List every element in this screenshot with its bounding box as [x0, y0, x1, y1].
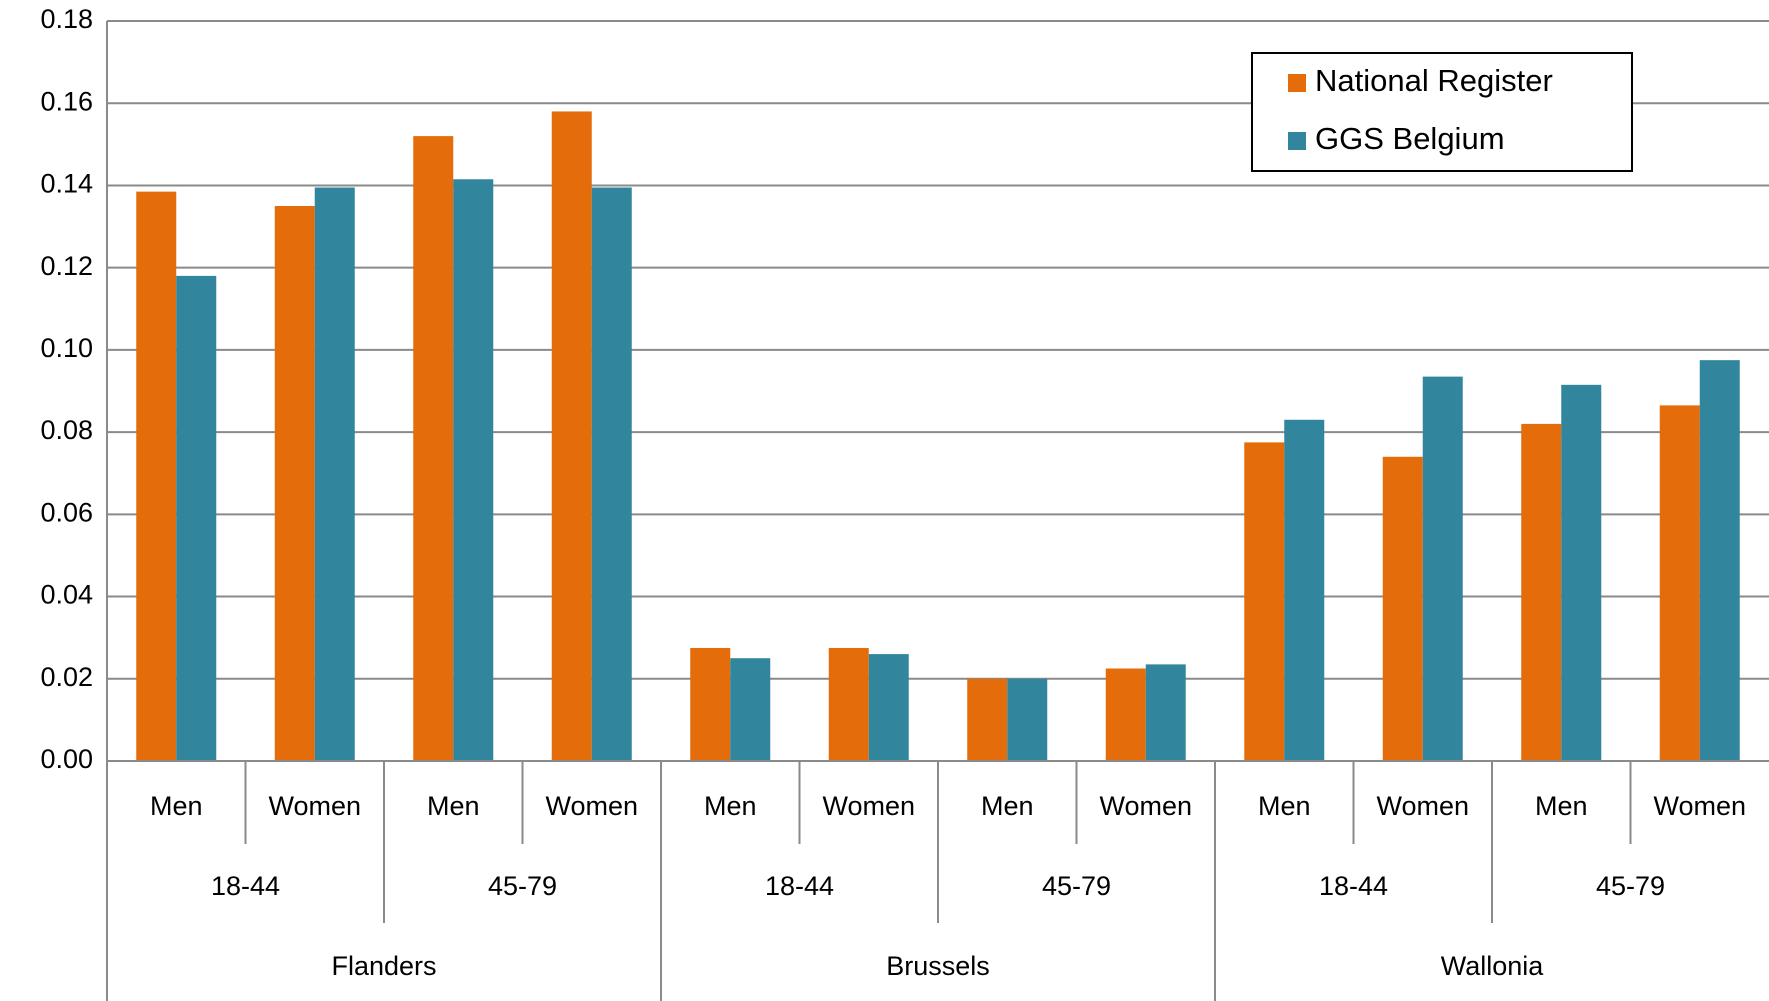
- y-tick-label: 0.14: [40, 169, 93, 199]
- x-tick-label: Women: [545, 791, 638, 821]
- bar: [1561, 384, 1602, 761]
- y-tick-label: 0.00: [40, 744, 93, 774]
- x-tick-label: Men: [1535, 791, 1588, 821]
- legend: National Register GGS Belgium: [1251, 52, 1633, 172]
- age-group-label: 45-79: [1596, 871, 1665, 901]
- bar: [868, 654, 909, 761]
- age-group-label: 45-79: [488, 871, 557, 901]
- y-tick-label: 0.18: [40, 4, 93, 34]
- x-tick-label: Men: [981, 791, 1034, 821]
- y-tick-label: 0.02: [40, 662, 93, 692]
- y-tick-label: 0.08: [40, 415, 93, 445]
- legend-label: National Register: [1315, 63, 1553, 98]
- age-group-label: 18-44: [211, 871, 280, 901]
- bar: [1007, 678, 1048, 761]
- legend-box: [1251, 52, 1633, 172]
- x-tick-label: Women: [1099, 791, 1192, 821]
- x-tick-label: Women: [1376, 791, 1469, 821]
- x-tick-label: Women: [1653, 791, 1746, 821]
- bar: [551, 111, 592, 761]
- y-tick-label: 0.06: [40, 497, 93, 527]
- bar: [1521, 423, 1562, 761]
- bar: [1284, 419, 1325, 761]
- region-label: Wallonia: [1441, 951, 1545, 981]
- legend-marker: [1288, 74, 1306, 92]
- bar: [1699, 360, 1740, 761]
- bar: [413, 136, 454, 762]
- bar: [274, 206, 315, 761]
- legend-label: GGS Belgium: [1315, 121, 1505, 156]
- x-tick-label: Men: [704, 791, 757, 821]
- y-tick-label: 0.12: [40, 251, 93, 281]
- x-tick-label: Men: [1258, 791, 1311, 821]
- y-tick-label: 0.04: [40, 580, 93, 610]
- x-tick-label: Women: [268, 791, 361, 821]
- legend-marker: [1288, 132, 1306, 150]
- bar: [1659, 405, 1700, 761]
- y-tick-label: 0.16: [40, 86, 93, 116]
- x-tick-label: Men: [427, 791, 480, 821]
- region-label: Flanders: [331, 951, 436, 981]
- bar: [1382, 456, 1423, 761]
- bar: [1422, 376, 1463, 761]
- bar: [828, 647, 869, 761]
- x-tick-label: Women: [822, 791, 915, 821]
- y-tick-label: 0.10: [40, 333, 93, 363]
- bar: [453, 179, 494, 761]
- age-group-label: 18-44: [1319, 871, 1388, 901]
- region-label: Brussels: [886, 951, 990, 981]
- bar: [1244, 442, 1285, 761]
- x-tick-label: Men: [150, 791, 203, 821]
- age-group-label: 45-79: [1042, 871, 1111, 901]
- bar: [176, 275, 217, 761]
- bar: [730, 658, 771, 761]
- bar: [967, 678, 1008, 761]
- bar: [136, 191, 177, 762]
- bar: [1105, 668, 1146, 761]
- bar: [690, 647, 731, 761]
- bar: [314, 187, 355, 761]
- bar: [1145, 664, 1186, 761]
- bar: [591, 187, 632, 761]
- age-group-label: 18-44: [765, 871, 834, 901]
